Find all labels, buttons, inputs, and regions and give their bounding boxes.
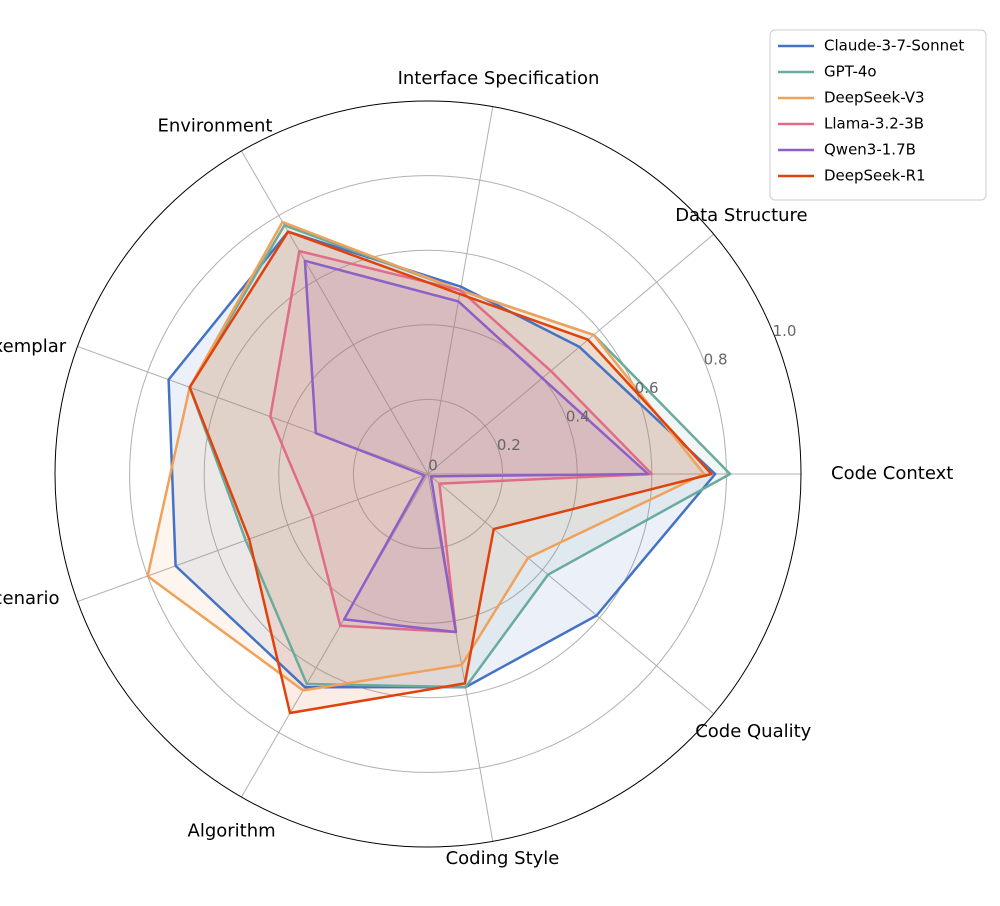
radial-tick-label: 0.6: [635, 379, 659, 397]
legend: Claude-3-7-Sonnet GPT-4o DeepSeek-V3 Llama-…: [769, 29, 987, 201]
series-fill-4: [304, 260, 649, 632]
legend-label: Claude-3-7-Sonnet: [824, 37, 964, 55]
series-line-2: [146, 220, 706, 692]
grid-spoke: [427, 473, 715, 715]
legend-label: DeepSeek-R1: [824, 167, 926, 185]
series-line-5: [188, 230, 713, 715]
radial-tick-label: 0.4: [566, 407, 590, 425]
radar-series: [146, 220, 732, 715]
series-line-4: [303, 259, 650, 634]
radial-tick-label: 0: [428, 457, 438, 475]
axis-label: Coding Style: [446, 848, 560, 869]
axis-label: Code Context: [831, 463, 953, 484]
axis-label: Data Structure: [675, 205, 807, 226]
legend-label: DeepSeek-V3: [824, 89, 925, 107]
axis-label: Interface Specification: [398, 68, 600, 89]
axis-label: Exemplar: [0, 336, 67, 357]
legend-frame: [769, 29, 987, 201]
grid-spoke: [77, 473, 429, 603]
series-fill-3: [270, 251, 652, 632]
axis-label: Environment: [158, 116, 273, 137]
radial-tick-label: 0.2: [497, 436, 521, 454]
grid-spoke: [241, 473, 429, 798]
axis-label: Code Quality: [695, 721, 811, 742]
radial-tick-label: 1.0: [773, 322, 797, 340]
radial-tick-label: 0.8: [704, 350, 728, 368]
axis-label: Algorithm: [188, 820, 276, 841]
grid-spoke: [427, 233, 715, 475]
radar-labels: 0 0.2 0.4 0.6 0.8 1.0 Code Context Data Structu…: [0, 68, 953, 869]
legend-label: GPT-4o: [824, 63, 877, 81]
series-line-3: [269, 249, 654, 634]
series-fill-1: [189, 225, 731, 688]
radar-grid: [54, 100, 802, 848]
series-fill-0: [168, 231, 716, 688]
legend-label: Llama-3.2-3B: [824, 115, 924, 133]
axis-label: Scenario: [0, 588, 59, 609]
grid-spoke: [427, 473, 494, 842]
series-fill-5: [189, 231, 712, 713]
grid-spoke: [241, 150, 429, 475]
radar-frame: [54, 100, 802, 848]
legend-label: Qwen3-1.7B: [824, 141, 916, 159]
